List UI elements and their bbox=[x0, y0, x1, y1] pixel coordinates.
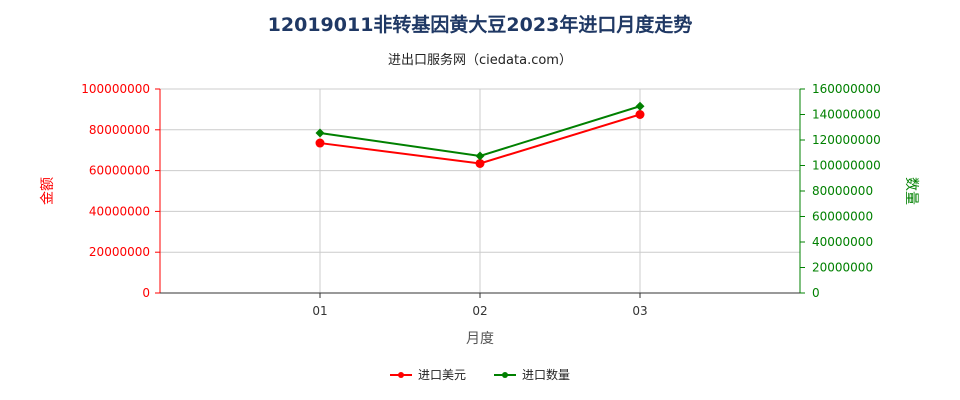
legend-item-import-qty[interactable]: 进口数量 bbox=[494, 366, 570, 383]
y-left-axis-title: 金额 bbox=[40, 177, 56, 205]
right-tick-label: 0 bbox=[812, 286, 820, 300]
labels-layer: 0 20000000 40000000 60000000 80000000 1000000… bbox=[40, 82, 919, 347]
series-layer bbox=[315, 101, 645, 168]
right-tick-label: 160000000 bbox=[812, 82, 881, 96]
data-point-import-usd bbox=[635, 110, 645, 119]
chart-title: 12019011非转基因黄大豆2023年进口月度走势 bbox=[267, 14, 693, 36]
data-point-import-usd bbox=[315, 138, 325, 148]
left-tick-label: 80000000 bbox=[89, 123, 150, 137]
x-tick-label: 01 bbox=[312, 304, 327, 318]
legend-swatch-green bbox=[494, 370, 516, 380]
left-tick-label: 40000000 bbox=[89, 204, 150, 218]
y-right-axis-title: 数量 bbox=[903, 177, 919, 205]
legend-label-import-usd: 进口美元 bbox=[417, 368, 466, 382]
legend-item-import-usd[interactable]: 进口美元 bbox=[389, 366, 466, 383]
data-point-import-qty bbox=[315, 128, 325, 138]
data-point-import-qty bbox=[635, 101, 645, 111]
left-tick-label: 20000000 bbox=[89, 245, 150, 259]
left-tick-label: 100000000 bbox=[81, 82, 150, 96]
right-tick-label: 40000000 bbox=[812, 235, 873, 249]
x-tick-label: 03 bbox=[632, 304, 647, 318]
data-point-import-qty bbox=[475, 151, 485, 161]
right-tick-label: 120000000 bbox=[812, 133, 881, 147]
x-axis-title: 月度 bbox=[466, 331, 494, 347]
x-tick-label: 02 bbox=[472, 304, 487, 318]
right-tick-label: 60000000 bbox=[812, 210, 873, 224]
left-tick-label: 0 bbox=[142, 286, 150, 300]
data-point-import-usd bbox=[475, 158, 485, 168]
right-tick-label: 140000000 bbox=[812, 108, 881, 122]
axes-layer bbox=[155, 88, 805, 298]
legend-label-import-qty: 进口数量 bbox=[522, 368, 571, 382]
right-tick-label: 80000000 bbox=[812, 184, 873, 198]
right-tick-label: 20000000 bbox=[812, 261, 873, 275]
left-tick-label: 60000000 bbox=[89, 164, 150, 178]
legend: 进口美元 进口数量 bbox=[0, 366, 960, 383]
chart-subtitle: 进出口服务网（ciedata.com） bbox=[388, 53, 572, 68]
legend-swatch-red bbox=[389, 370, 412, 380]
grid-layer bbox=[160, 88, 801, 293]
right-tick-label: 100000000 bbox=[812, 159, 881, 173]
